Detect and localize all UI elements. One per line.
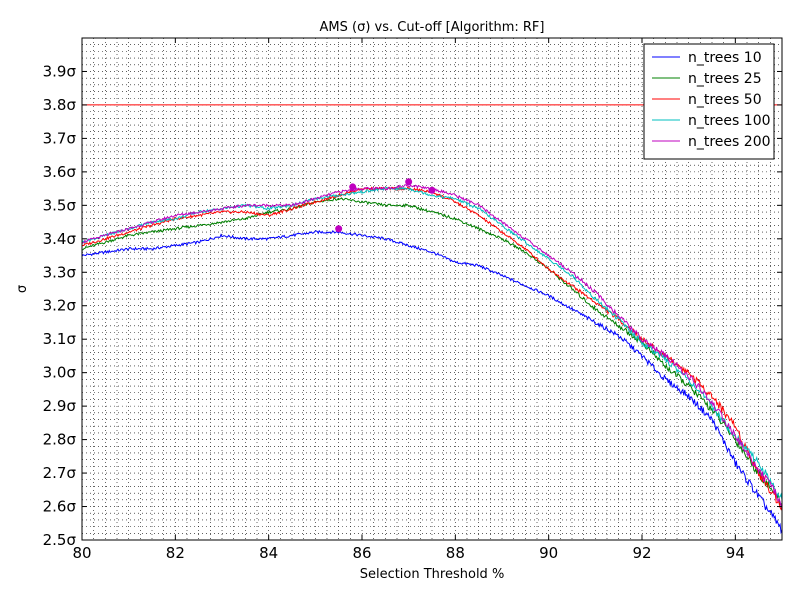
x-tick-label: 86 — [352, 544, 371, 562]
x-tick-label: 90 — [539, 544, 558, 562]
marker — [349, 183, 357, 191]
legend-label: n_trees 25 — [688, 71, 762, 87]
chart-title: AMS (σ) vs. Cut-off [Algorithm: RF] — [320, 20, 545, 35]
plot-frame — [81, 37, 783, 541]
y-tick-label: 3.3σ — [43, 263, 77, 281]
y-tick-label: 2.5σ — [43, 531, 77, 549]
y-tick-label: 3.8σ — [43, 96, 77, 114]
y-tick-label: 3.2σ — [43, 297, 77, 315]
series-line-n_trees-25 — [81, 197, 783, 506]
max-marker — [335, 225, 343, 233]
x-tick-label: 84 — [259, 544, 278, 562]
y-tick-label: 2.6σ — [43, 498, 77, 516]
legend-label: n_trees 100 — [688, 113, 771, 129]
y-tick-label: 3.5σ — [43, 196, 77, 214]
x-tick-label: 92 — [632, 544, 651, 562]
legend-label: n_trees 50 — [688, 92, 762, 108]
grid — [81, 37, 783, 541]
legend-box — [643, 43, 775, 160]
legend-label: n_trees 200 — [688, 134, 771, 150]
y-tick-label: 3.9σ — [43, 62, 77, 80]
x-tick-label: 88 — [446, 544, 465, 562]
y-tick-label: 3.6σ — [43, 163, 77, 181]
y-tick-label: 2.7σ — [43, 464, 77, 482]
x-tick-label: 80 — [72, 544, 91, 562]
y-tick-label: 2.8σ — [43, 431, 77, 449]
series-line-n_trees-10 — [81, 229, 783, 535]
y-tick-label: 3.7σ — [43, 129, 77, 147]
x-tick-label: 82 — [166, 544, 185, 562]
y-axis-label: σ — [15, 285, 30, 293]
x-tick-label: 94 — [726, 544, 745, 562]
x-axis-label: Selection Threshold % — [360, 567, 505, 582]
y-tick-label: 3.1σ — [43, 330, 77, 348]
y-tick-label: 2.9σ — [43, 397, 77, 415]
max-marker — [405, 178, 413, 186]
series-layer — [81, 104, 783, 535]
ticks: 80 82 84 86 88 90 92 94 2.5σ 2.6σ 2.7σ 2.8σ 2.9σ 3.0σ… — [43, 38, 782, 562]
legend-label: n_trees 10 — [688, 50, 762, 66]
marker — [428, 186, 436, 194]
y-tick-label: 3.4σ — [43, 230, 77, 248]
y-tick-label: 3.0σ — [43, 364, 77, 382]
legend: n_trees 10 n_trees 25 n_trees 50 n_trees 10… — [643, 43, 775, 160]
